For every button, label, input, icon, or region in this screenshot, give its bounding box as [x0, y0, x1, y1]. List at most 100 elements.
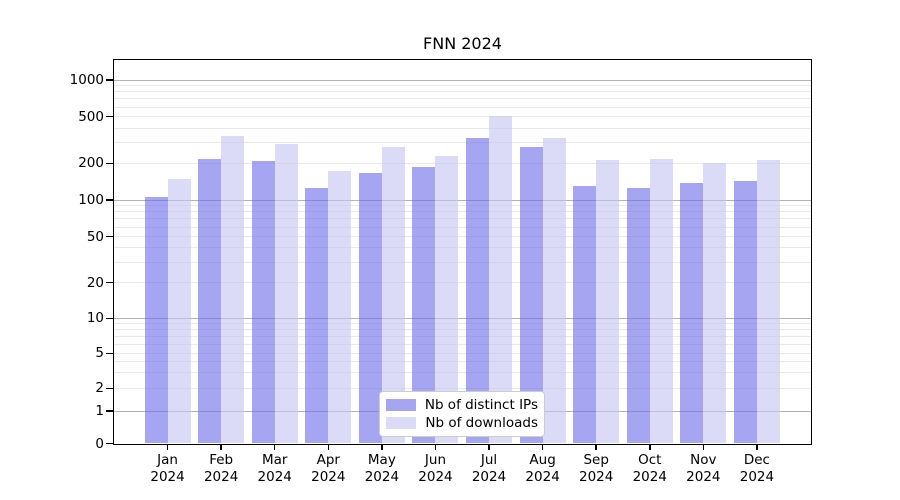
- plot-area: [114, 60, 811, 444]
- x-tick-label-sep: Sep 2024: [579, 452, 614, 485]
- y-tick-label: 100: [78, 192, 104, 208]
- y-tick-label: 1: [95, 403, 104, 419]
- y-tick-label: 200: [78, 155, 104, 172]
- gridline-major: [114, 199, 811, 201]
- y-tick-mark: [106, 410, 113, 412]
- x-tick-label-jul: Jul 2024: [471, 452, 507, 485]
- y-tick-mark: [106, 281, 113, 284]
- bar-distinct-ips-jun: [412, 166, 436, 444]
- bar-downloads-mar: [274, 144, 298, 444]
- gridline-minor: [114, 387, 811, 389]
- x-tick-label-oct: Oct 2024: [632, 452, 667, 485]
- y-tick-mark: [106, 387, 113, 390]
- bar-distinct-ips-aug: [519, 147, 543, 444]
- x-tick-mark: [273, 445, 276, 450]
- gridline-minor: [114, 127, 811, 129]
- y-tick-mark: [106, 79, 113, 81]
- y-tick-label: 2: [95, 380, 104, 397]
- legend-label-distinct-ips: Nb of distinct IPs: [424, 397, 538, 413]
- gridline-minor: [114, 247, 811, 249]
- gridline-minor: [114, 218, 811, 220]
- y-tick-mark: [106, 235, 113, 238]
- gridline-minor: [114, 282, 811, 284]
- gridline-minor: [114, 85, 811, 87]
- bar-downloads-jun: [435, 155, 459, 444]
- bar-distinct-ips-oct: [626, 187, 650, 444]
- gridline-minor: [114, 236, 811, 238]
- legend-item-distinct-ips: Nb of distinct IPs: [386, 396, 538, 414]
- x-tick-mark: [595, 445, 597, 450]
- y-tick-mark: [106, 162, 113, 165]
- bottom-spine: [112, 443, 812, 445]
- x-tick-mark: [434, 445, 437, 450]
- x-tick-mark: [220, 445, 222, 450]
- gridline-minor: [114, 162, 811, 164]
- gridline-minor: [114, 372, 811, 374]
- gridline-minor: [114, 205, 811, 207]
- bar-distinct-ips-feb: [198, 158, 222, 444]
- y-tick-label: 10: [86, 310, 104, 327]
- legend-item-downloads: Nb of downloads: [386, 414, 538, 432]
- bar-downloads-nov: [703, 163, 727, 444]
- x-tick-label-feb: Feb 2024: [203, 452, 239, 485]
- y-tick-label: 0: [95, 435, 104, 452]
- x-tick-mark: [541, 445, 544, 450]
- gridline-major: [114, 317, 811, 319]
- bar-distinct-ips-dec: [733, 181, 757, 444]
- y-tick-label: 5: [95, 345, 104, 362]
- gridline-minor: [114, 211, 811, 213]
- gridline-minor: [114, 335, 811, 337]
- bar-downloads-dec: [756, 160, 780, 444]
- y-tick-mark: [106, 115, 113, 118]
- gridline-minor: [114, 261, 811, 263]
- bar-downloads-aug: [542, 137, 566, 444]
- bar-downloads-sep: [596, 160, 620, 444]
- gridline-minor: [114, 361, 811, 363]
- x-tick-label-mar: Mar 2024: [257, 452, 292, 485]
- x-tick-mark: [488, 445, 490, 450]
- legend-label-downloads: Nb of downloads: [425, 415, 538, 431]
- y-tick-label: 20: [86, 274, 104, 291]
- y-tick-label: 50: [86, 228, 104, 245]
- x-tick-label-jun: Jun 2024: [418, 452, 453, 485]
- x-tick-mark: [327, 445, 330, 450]
- gridline-minor: [114, 106, 811, 108]
- bar-downloads-jan: [167, 178, 191, 444]
- bar-distinct-ips-jan: [144, 196, 168, 444]
- x-tick-label-jan: Jan 2024: [150, 452, 185, 485]
- bar-distinct-ips-sep: [573, 185, 597, 444]
- x-tick-mark: [649, 445, 651, 450]
- gridline-major: [114, 79, 811, 81]
- y-tick-mark: [106, 442, 113, 445]
- bar-distinct-ips-may: [358, 172, 382, 444]
- x-tick-label-may: May 2024: [364, 452, 400, 485]
- x-tick-mark: [381, 445, 383, 450]
- x-tick-label-aug: Aug 2024: [525, 452, 560, 485]
- bar-distinct-ips-jul: [466, 137, 490, 444]
- gridline-minor: [114, 142, 811, 144]
- gridline-minor: [114, 343, 811, 345]
- x-tick-mark: [756, 445, 758, 450]
- x-tick-mark: [166, 445, 169, 450]
- left-spine: [112, 58, 114, 445]
- gridline-minor: [114, 329, 811, 331]
- chart-title: FNN 2024: [423, 34, 502, 53]
- gridline-minor: [114, 323, 811, 325]
- bar-downloads-feb: [221, 135, 245, 444]
- y-tick-mark: [106, 317, 113, 320]
- y-tick-mark: [106, 199, 113, 201]
- top-spine: [112, 58, 812, 60]
- bar-distinct-ips-apr: [305, 188, 329, 444]
- y-tick-mark: [106, 352, 113, 355]
- gridline-minor: [114, 116, 811, 118]
- x-tick-label-apr: Apr 2024: [311, 452, 346, 485]
- x-tick-label-dec: Dec 2024: [739, 452, 775, 485]
- bar-downloads-oct: [649, 158, 673, 444]
- x-tick-label-nov: Nov 2024: [686, 452, 721, 485]
- y-tick-label: 500: [78, 108, 104, 125]
- gridline-minor: [114, 91, 811, 93]
- right-spine: [810, 58, 812, 445]
- bar-downloads-apr: [328, 171, 352, 444]
- gridline-minor: [114, 226, 811, 228]
